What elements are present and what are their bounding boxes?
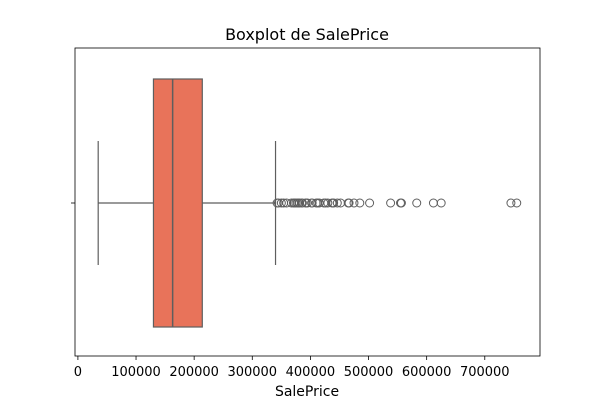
outlier-point xyxy=(332,198,342,208)
outlier-point xyxy=(512,198,522,208)
outlier-point xyxy=(307,198,317,208)
iqr-box xyxy=(152,78,203,328)
outlier-point xyxy=(323,198,333,208)
outlier-point xyxy=(396,198,406,208)
outlier-point xyxy=(386,198,396,208)
plot-frame xyxy=(74,47,541,357)
outlier-point xyxy=(365,198,375,208)
x-tick-label: 600000 xyxy=(402,365,452,380)
outlier-point xyxy=(355,198,365,208)
plot-area xyxy=(97,78,522,328)
outlier-point xyxy=(297,198,307,208)
outlier-point xyxy=(329,198,339,208)
outlier-point xyxy=(314,198,324,208)
x-tick-label: 200000 xyxy=(169,365,219,380)
outlier-point xyxy=(428,198,438,208)
outlier-point xyxy=(349,198,359,208)
x-tick-label: 500000 xyxy=(344,365,394,380)
x-tick-label: 700000 xyxy=(460,365,510,380)
x-tick-label: 400000 xyxy=(286,365,336,380)
chart-title: Boxplot de SalePrice xyxy=(225,25,389,44)
x-tick-label: 300000 xyxy=(227,365,277,380)
outlier-point xyxy=(436,198,446,208)
x-tick-label: 100000 xyxy=(111,365,161,380)
outlier-point xyxy=(506,198,516,208)
x-axis: 0 100000 200000 300000 400000 500000 600000 700… xyxy=(71,47,541,380)
outlier-point xyxy=(412,198,422,208)
outlier-point xyxy=(303,198,312,208)
x-axis-label: SalePrice xyxy=(275,384,339,400)
outlier-point xyxy=(344,198,354,208)
outlier-point xyxy=(276,198,286,208)
x-tick-label: 0 xyxy=(74,365,82,380)
